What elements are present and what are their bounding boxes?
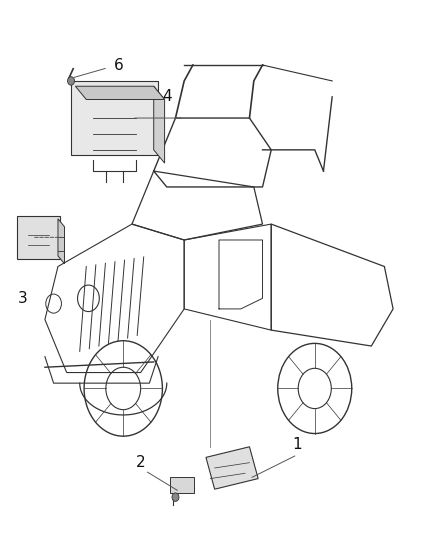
Polygon shape: [75, 86, 165, 100]
Text: 6: 6: [114, 58, 124, 72]
Polygon shape: [58, 219, 64, 264]
FancyBboxPatch shape: [170, 477, 194, 494]
Circle shape: [67, 77, 74, 85]
Circle shape: [172, 493, 179, 502]
Text: 1: 1: [293, 437, 302, 451]
FancyBboxPatch shape: [17, 216, 60, 259]
Polygon shape: [206, 447, 258, 489]
Text: 3: 3: [18, 291, 28, 306]
FancyBboxPatch shape: [71, 81, 158, 155]
Text: 2: 2: [136, 455, 145, 470]
Text: 4: 4: [162, 90, 172, 104]
Polygon shape: [154, 86, 165, 163]
